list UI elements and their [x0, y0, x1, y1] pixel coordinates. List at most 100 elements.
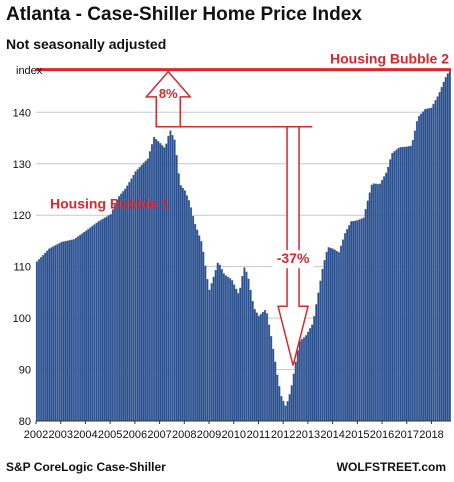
bar — [247, 278, 250, 422]
bar — [173, 139, 176, 422]
bar — [270, 335, 273, 422]
bar — [276, 374, 279, 422]
bar — [302, 337, 306, 422]
bar — [354, 220, 357, 422]
bar — [226, 276, 230, 422]
bar — [341, 239, 345, 422]
bar — [120, 193, 123, 422]
bar — [352, 220, 355, 422]
bar — [397, 147, 400, 422]
bar — [278, 386, 281, 422]
bar — [93, 224, 96, 422]
bar — [448, 71, 451, 422]
bar — [148, 151, 151, 422]
bar — [432, 103, 435, 422]
bar — [426, 108, 429, 422]
y-tick-label: 110 — [13, 262, 31, 274]
up-percent-label: 8% — [159, 86, 178, 101]
bar — [305, 335, 308, 422]
bar — [189, 207, 193, 422]
bar — [290, 385, 293, 422]
bar — [440, 86, 443, 422]
bar — [237, 293, 240, 422]
bar — [196, 229, 199, 422]
bar — [103, 217, 106, 422]
bar — [111, 209, 114, 422]
bar — [62, 241, 65, 422]
bar — [46, 250, 49, 422]
bar — [430, 107, 433, 422]
bar — [344, 233, 347, 422]
x-tick-label: 2018 — [419, 429, 443, 441]
bar — [327, 247, 330, 422]
bar — [204, 265, 207, 422]
x-tick-label: 2005 — [98, 429, 122, 441]
bar — [48, 248, 51, 422]
x-tick-label: 2014 — [320, 429, 344, 441]
bar — [167, 135, 170, 422]
bar — [72, 239, 75, 422]
bar — [387, 166, 390, 422]
bar — [385, 172, 388, 422]
down-arrow — [277, 125, 310, 366]
chart-title: Atlanta - Case-Shiller Home Price Index — [6, 4, 362, 25]
x-tick-label: 2006 — [123, 429, 147, 441]
bar — [360, 218, 363, 422]
bar — [325, 251, 328, 422]
bar — [161, 145, 164, 422]
bar — [294, 361, 297, 422]
bar — [401, 146, 404, 422]
bar — [339, 245, 343, 422]
bar — [202, 251, 205, 422]
x-tick-label: 2008 — [172, 429, 196, 441]
y-tick-label: 100 — [13, 313, 31, 325]
bar — [122, 191, 125, 422]
source-note: S&P CoreLogic Case-Shiller — [6, 460, 166, 474]
bar — [321, 268, 324, 422]
bar — [105, 216, 108, 422]
bar — [220, 269, 223, 422]
x-tick-label: 2017 — [395, 429, 419, 441]
bar — [64, 240, 67, 422]
bar — [259, 313, 262, 422]
down-percent-label: -37% — [277, 250, 310, 266]
x-tick-label: 2013 — [296, 429, 320, 441]
bar — [132, 174, 135, 422]
x-tick-label: 2016 — [370, 429, 394, 441]
bar — [329, 247, 332, 422]
bar — [257, 315, 260, 422]
bar — [298, 340, 301, 422]
up-arrow — [144, 70, 192, 128]
y-tick-label: 140 — [13, 107, 31, 119]
bar — [81, 233, 84, 422]
bar — [434, 100, 437, 422]
bar — [405, 146, 408, 422]
bar — [366, 200, 369, 422]
bar — [374, 183, 377, 422]
bar — [368, 192, 371, 422]
bar — [35, 261, 38, 422]
bar — [243, 267, 246, 422]
bar — [438, 92, 441, 422]
bar — [222, 273, 225, 422]
bar — [319, 280, 322, 422]
bar — [155, 138, 158, 422]
chart-subtitle: Not seasonally adjusted — [6, 36, 167, 52]
bar — [288, 394, 291, 422]
bar — [39, 257, 43, 422]
bar — [335, 250, 338, 422]
bar — [224, 275, 227, 422]
bar — [124, 188, 127, 422]
bar — [54, 245, 57, 422]
bar — [128, 181, 131, 422]
bar — [177, 173, 180, 422]
bar — [268, 324, 271, 422]
bar — [422, 111, 425, 422]
x-tick-label: 2015 — [345, 429, 369, 441]
bar — [181, 187, 184, 422]
bar — [358, 219, 361, 422]
bar — [348, 225, 351, 422]
x-tick-label: 2010 — [221, 429, 245, 441]
bar — [76, 236, 80, 422]
bar — [175, 155, 178, 422]
